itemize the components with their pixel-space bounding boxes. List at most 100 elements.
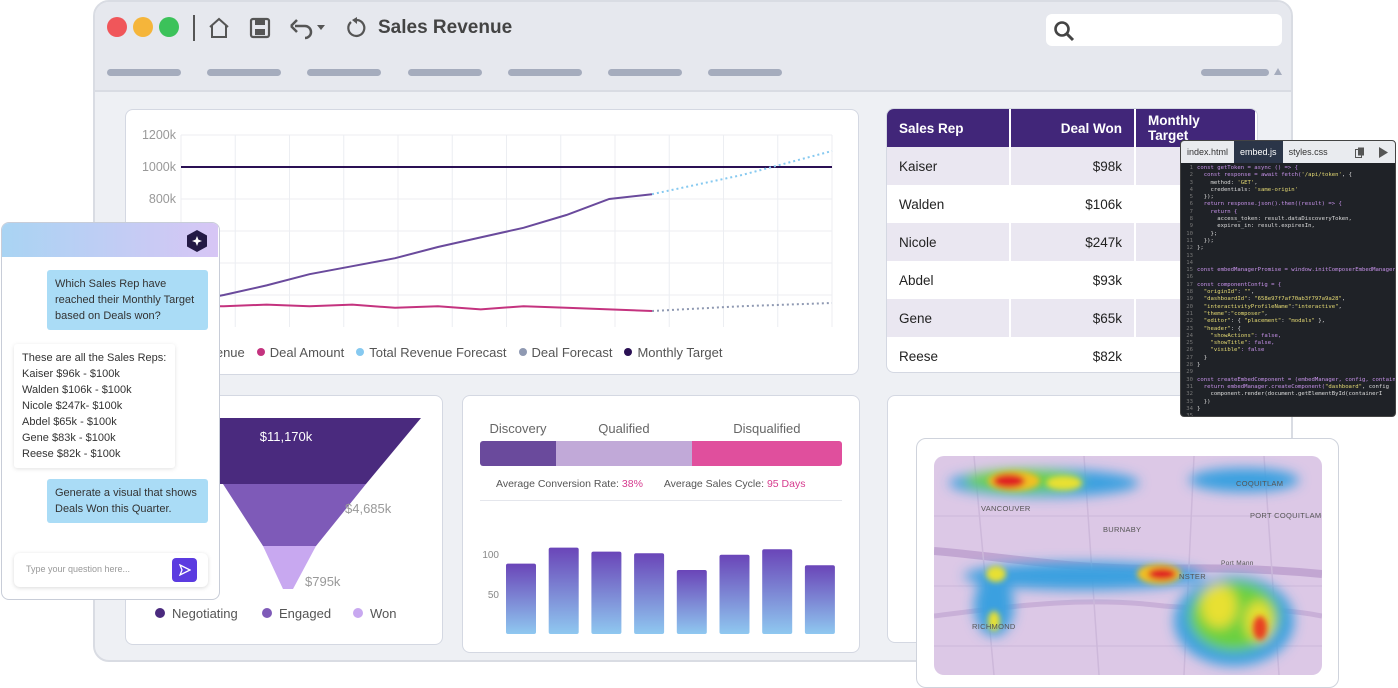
legend-item[interactable]: Total Revenue Forecast <box>356 345 507 360</box>
line-number: 35 <box>1186 413 1193 417</box>
pipeline-segment[interactable] <box>480 441 557 466</box>
code-token: }; <box>1197 230 1218 237</box>
menu-item-placeholder[interactable] <box>608 69 682 76</box>
code-token: method: <box>1197 179 1238 186</box>
funnel-segment-engaged[interactable] <box>223 484 366 546</box>
code-line: 28} <box>1183 362 1393 369</box>
line-number: 4 <box>1189 186 1193 193</box>
bar[interactable] <box>634 553 665 634</box>
toolbar-divider <box>193 15 195 41</box>
bar[interactable] <box>676 570 707 634</box>
code-line: 12}; <box>1183 245 1393 252</box>
legend-label[interactable]: Engaged <box>279 606 331 621</box>
menu-item-placeholder[interactable] <box>408 69 482 76</box>
code-line: 8 access_token: result.dataDiscoveryToke… <box>1183 216 1393 223</box>
code-token <box>1197 311 1204 317</box>
refresh-icon[interactable] <box>342 14 370 42</box>
menu-item-placeholder[interactable] <box>708 69 782 76</box>
code-token: , <box>1264 310 1268 317</box>
legend-item[interactable]: Deal Forecast <box>518 344 613 360</box>
tab-styles-css[interactable]: styles.css <box>1288 147 1328 157</box>
chat-assistant-panel: Which Sales Rep have reached their Month… <box>1 222 220 600</box>
line-number: 34 <box>1186 405 1193 412</box>
maximize-window-button[interactable] <box>159 17 179 37</box>
code-token: "modals" <box>1287 318 1315 325</box>
code-line: 1 const getToken = async () => { <box>1183 165 1393 172</box>
bar[interactable] <box>804 565 835 634</box>
copy-icon[interactable] <box>1349 147 1371 158</box>
code-line: 24 "showActions": false, <box>1183 333 1393 340</box>
code-token: return response.json().then((result) => … <box>1197 201 1342 208</box>
map-label-port-mann: Port Mann <box>1221 560 1254 567</box>
close-window-button[interactable] <box>107 17 127 37</box>
funnel-segment-won[interactable] <box>263 546 316 589</box>
legend-label[interactable]: Won <box>370 606 397 621</box>
code-token: , <box>1341 296 1346 303</box>
code-editor-window: index.html embed.js styles.css 1 const ge… <box>1180 140 1396 417</box>
menu-item-placeholder[interactable] <box>508 69 582 76</box>
send-button[interactable] <box>172 558 197 582</box>
code-token: , { <box>1341 172 1352 179</box>
code-token <box>1197 333 1210 339</box>
menu-item-placeholder[interactable] <box>207 69 281 76</box>
cell-deal-won: $247k <box>1010 223 1136 261</box>
y-tick-label: 1200k <box>142 128 177 142</box>
bar[interactable] <box>548 547 579 634</box>
minimize-window-button[interactable] <box>133 17 153 37</box>
legend-item[interactable]: Deal Amount <box>256 345 344 360</box>
scroll-up-icon[interactable] <box>1274 68 1282 75</box>
menu-item-placeholder[interactable] <box>307 69 381 76</box>
column-header-deal-won[interactable]: Deal Won <box>1010 109 1136 147</box>
tab-index-html[interactable]: index.html <box>1187 147 1229 157</box>
cell-sales-rep: Abdel <box>887 261 1011 299</box>
code-line: 35 <box>1183 413 1393 417</box>
page-title: Sales Revenue <box>378 17 513 38</box>
code-line: 20 "interactivityProfileName":"interacti… <box>1183 304 1393 311</box>
legend-label: Monthly Target <box>637 344 723 360</box>
bar[interactable] <box>762 549 793 634</box>
code-token: : { <box>1230 325 1241 332</box>
code-line: 11 }); <box>1183 238 1393 245</box>
conversion-rate-label: Average Conversion Rate: <box>496 478 619 490</box>
code-token: const componentConfig = { <box>1197 281 1282 288</box>
code-token: : false <box>1240 347 1265 354</box>
legend-swatch <box>624 348 633 356</box>
code-token: }); <box>1197 194 1214 201</box>
chat-input[interactable]: Type your question here... <box>14 553 208 587</box>
bar[interactable] <box>719 554 750 634</box>
code-line: 5 }); <box>1183 194 1393 201</box>
pipeline-segment[interactable] <box>556 441 692 466</box>
legend-item[interactable]: Monthly Target <box>624 345 722 360</box>
code-line: 25 "showTitle": false, <box>1183 340 1393 347</box>
legend-label: Deal Forecast <box>531 344 613 360</box>
bar[interactable] <box>591 551 622 634</box>
line-number: 9 <box>1189 223 1193 230</box>
menu-item-placeholder[interactable] <box>107 69 181 76</box>
run-icon[interactable] <box>1371 146 1395 158</box>
code-token: : <box>1227 310 1231 317</box>
code-line: 30 const createEmbedComponent = (embedMan… <box>1183 376 1395 384</box>
code-token: const getToken = async () => { <box>1197 165 1299 171</box>
scroll-track[interactable] <box>1201 69 1269 76</box>
code-token: : false, <box>1254 332 1282 339</box>
legend-label[interactable]: Negotiating <box>172 606 238 621</box>
tab-embed-js[interactable]: embed.js <box>1234 141 1283 163</box>
code-token: : { <box>1230 318 1245 325</box>
line-number: 30 <box>1186 376 1193 383</box>
code-token: 'GET' <box>1237 179 1255 186</box>
code-token: , <box>1338 303 1342 310</box>
search-input[interactable] <box>1046 14 1282 46</box>
home-icon[interactable] <box>205 14 233 42</box>
pipeline-segment[interactable] <box>691 441 842 466</box>
column-header-sales-rep[interactable]: Sales Rep <box>887 109 1011 147</box>
revenue-line-chart-card: 1200k 1000k 800k al RevenueDeal AmountTota… <box>125 109 859 375</box>
code-line: 10 }; <box>1183 231 1393 238</box>
undo-icon[interactable] <box>288 14 328 42</box>
save-icon[interactable] <box>246 14 274 42</box>
series-deal-forecast <box>651 302 833 312</box>
heatmap-card: VANCOUVER BURNABY COQUITLAM PORT COQUITL… <box>916 438 1339 688</box>
bar[interactable] <box>506 563 536 634</box>
line-number: 25 <box>1186 340 1193 347</box>
code-token: }) <box>1197 398 1211 405</box>
code-line: 3 method: 'GET', <box>1183 180 1393 187</box>
